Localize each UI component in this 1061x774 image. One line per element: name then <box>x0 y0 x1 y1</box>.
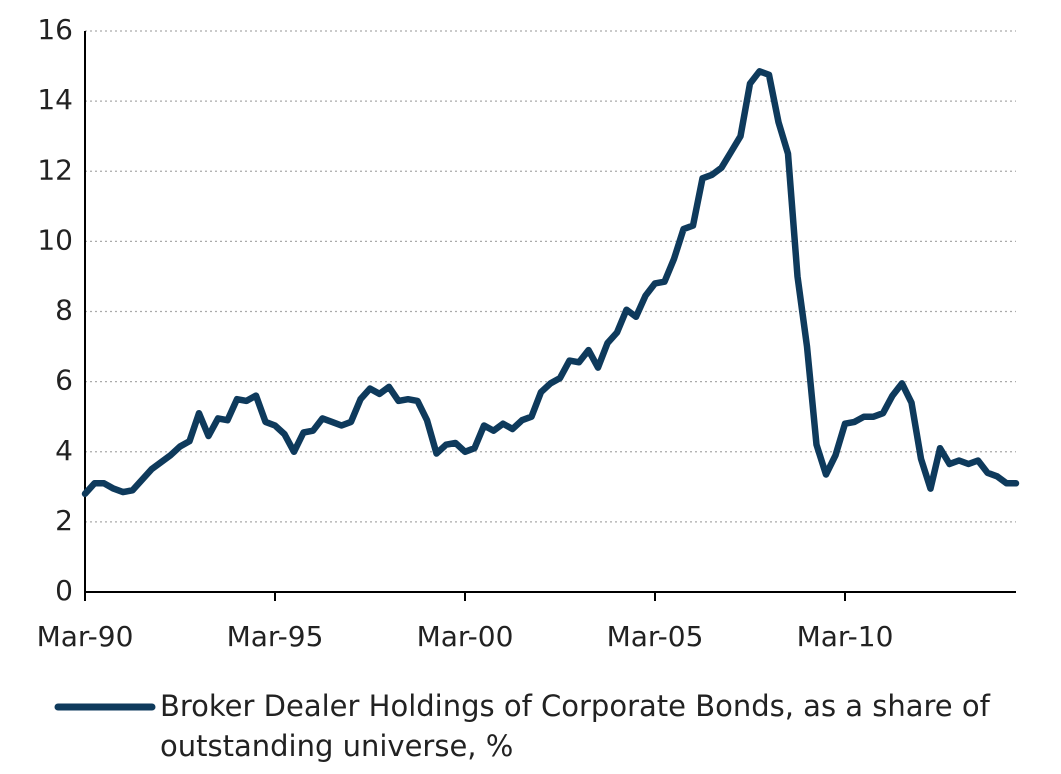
y-tick-label: 0 <box>55 574 73 607</box>
legend-label: Broker Dealer Holdings of Corporate Bond… <box>160 689 990 763</box>
y-tick-label: 2 <box>55 504 73 537</box>
series-line <box>81 68 1020 498</box>
y-tick-label: 10 <box>37 223 73 256</box>
x-tick-label: Mar-95 <box>227 620 324 653</box>
y-tick-label: 6 <box>55 364 73 397</box>
y-tick-label: 4 <box>55 434 73 467</box>
y-tick-label: 12 <box>37 153 73 186</box>
x-tick-label: Mar-00 <box>417 620 514 653</box>
y-tick-label: 8 <box>55 294 73 327</box>
x-tick-label: Mar-90 <box>37 620 134 653</box>
y-tick-label: 16 <box>37 13 73 46</box>
y-tick-label: 14 <box>37 83 73 116</box>
x-tick-label: Mar-10 <box>797 620 894 653</box>
x-tick-label: Mar-05 <box>607 620 704 653</box>
